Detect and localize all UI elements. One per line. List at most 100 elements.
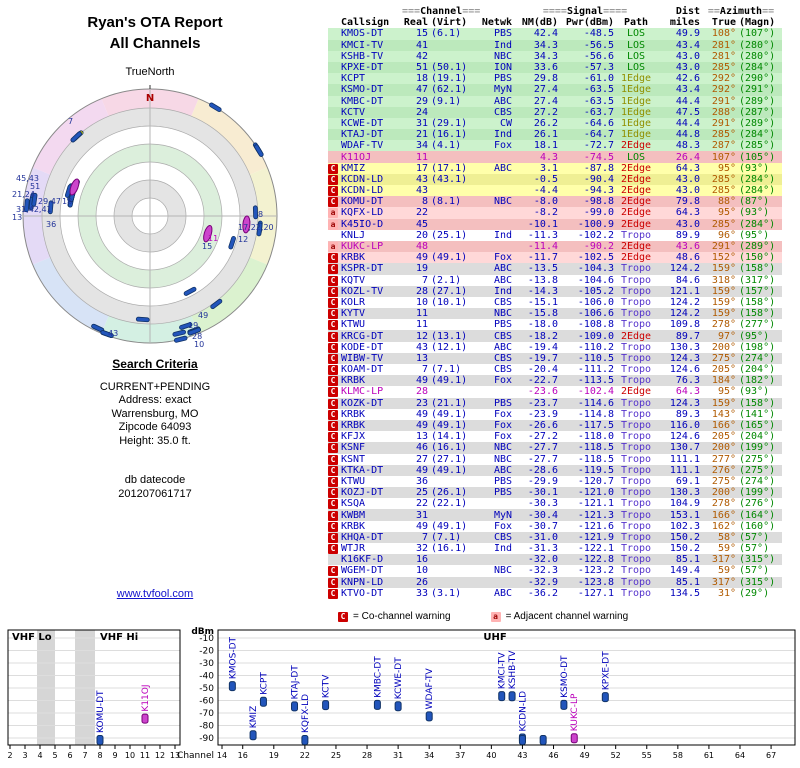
distance-miles: 85.1 xyxy=(675,576,700,588)
station-callsign[interactable]: KSHB-TV xyxy=(341,50,384,62)
station-callsign[interactable]: KSMO-DT xyxy=(341,84,384,96)
station-callsign[interactable]: KODE-DT xyxy=(341,341,384,353)
azimuth-magnetic: (150°) xyxy=(739,252,776,264)
noise-margin: -15.8 xyxy=(527,308,558,320)
noise-margin: -31.3 xyxy=(527,543,558,555)
station-callsign[interactable]: KSPR-DT xyxy=(341,263,384,275)
noise-margin: -29.9 xyxy=(527,475,558,487)
station-callsign[interactable]: KSNT xyxy=(341,453,366,465)
cell-c-warn: C xyxy=(328,577,340,588)
group-header-channel: ===Channel=== xyxy=(402,6,481,18)
table-row: C WGEM-DT 10 NBC -32.3 -123.2 Tropo 149.4 59° (57… xyxy=(328,565,782,577)
table-row: C KOMU-DT 8 (8.1) NBC -8.0 -98.8 2Edge 79.8 88° (8… xyxy=(328,196,782,208)
station-callsign[interactable]: KHQA-DT xyxy=(341,531,384,543)
cell-c-warn: C xyxy=(328,297,340,308)
network: Fox xyxy=(493,375,512,387)
digital-station-marker xyxy=(24,198,30,213)
station-callsign[interactable]: WTJR xyxy=(341,543,366,555)
tvfool-link[interactable]: www.tvfool.com xyxy=(116,588,194,600)
station-callsign[interactable]: KFJX xyxy=(341,431,366,443)
station-callsign[interactable]: KOAM-DT xyxy=(341,364,384,376)
station-callsign[interactable]: KMIZ xyxy=(341,162,366,174)
station-callsign[interactable]: KCTV xyxy=(341,106,366,118)
azimuth-magnetic: (204°) xyxy=(739,364,776,376)
station-callsign[interactable]: KMBC-DT xyxy=(341,95,384,107)
path-type: Tropo xyxy=(620,498,652,510)
network: Ind xyxy=(493,285,512,297)
station-callsign[interactable]: KOLR xyxy=(341,296,366,308)
station-callsign[interactable]: KTAJ-DT xyxy=(341,129,384,141)
co-channel-warning-badge: C xyxy=(328,309,338,320)
station-callsign[interactable]: KNLJ xyxy=(341,229,366,241)
station-callsign[interactable]: KSQA xyxy=(341,498,366,510)
co-channel-warning-badge: C xyxy=(328,488,338,499)
station-callsign[interactable]: WGEM-DT xyxy=(341,565,384,577)
station-callsign[interactable]: KWBM xyxy=(341,509,366,521)
station-callsign[interactable]: KRBK xyxy=(341,252,366,264)
co-channel-warning-badge: C xyxy=(328,353,338,364)
azimuth-magnetic: (199°) xyxy=(739,487,776,499)
station-callsign[interactable]: KMOS-DT xyxy=(341,28,384,40)
noise-margin: -13.8 xyxy=(527,274,558,286)
station-callsign[interactable]: K16KF-D xyxy=(341,554,384,566)
station-callsign[interactable]: KYTV xyxy=(341,308,366,320)
network: Fox xyxy=(493,140,512,152)
azimuth-magnetic: (182°) xyxy=(739,375,776,387)
station-callsign[interactable]: KUKC-LP xyxy=(341,241,384,253)
station-callsign[interactable]: KCPT xyxy=(341,73,366,85)
station-callsign[interactable]: KNPN-LD xyxy=(341,576,384,588)
station-callsign[interactable]: KRBK xyxy=(341,408,366,420)
virtual-channel: (62.1) xyxy=(431,84,468,96)
azimuth-true: 291° xyxy=(711,117,736,129)
noise-margin: 34.3 xyxy=(533,50,558,62)
station-callsign[interactable]: KMCI-TV xyxy=(341,39,384,51)
azimuth-true: 292° xyxy=(711,73,736,85)
station-callsign[interactable]: KCDN-LD xyxy=(341,185,384,197)
x-axis-tick-label: 34 xyxy=(424,751,434,760)
station-callsign[interactable]: KTWU xyxy=(341,319,366,331)
network: ABC xyxy=(493,587,512,599)
distance-miles: 116.0 xyxy=(669,420,700,432)
table-row: K11OJ 11 4.3 -74.5 LOS 26.4 107° (105°) xyxy=(328,151,782,163)
station-callsign[interactable]: KOMU-DT xyxy=(341,196,384,208)
station-callsign[interactable]: K11OJ xyxy=(341,151,372,163)
radar-channel-label: 28 xyxy=(192,332,202,341)
noise-margin: -11.4 xyxy=(527,241,558,253)
station-callsign[interactable]: KSNF xyxy=(341,442,366,454)
signal-power: -64.7 xyxy=(583,129,614,141)
station-callsign[interactable]: KTKA-DT xyxy=(341,464,384,476)
station-callsign[interactable]: KRBK xyxy=(341,375,366,387)
signal-power: -61.0 xyxy=(583,73,614,85)
network: Fox xyxy=(493,408,512,420)
station-callsign[interactable]: KPXE-DT xyxy=(341,62,384,74)
x-axis-tick-label: 64 xyxy=(735,751,745,760)
station-callsign[interactable]: WDAF-TV xyxy=(341,140,384,152)
station-callsign[interactable]: KOZJ-DT xyxy=(341,487,384,499)
station-callsign[interactable]: KCDN-LD xyxy=(341,173,384,185)
virtual-channel: (7.1) xyxy=(431,364,462,376)
station-callsign[interactable]: WIBW-TV xyxy=(341,352,384,364)
cell-c-warn: C xyxy=(328,375,340,387)
x-axis-tick-label: 4 xyxy=(37,751,42,760)
station-callsign[interactable]: KRBK xyxy=(341,420,366,432)
distance-miles: 124.2 xyxy=(669,263,700,275)
station-callsign[interactable]: KLMC-LP xyxy=(341,386,384,398)
station-callsign[interactable]: KTVO-DT xyxy=(341,587,384,599)
real-channel: 49 xyxy=(415,420,428,432)
station-callsign[interactable]: K45IO-D xyxy=(341,218,384,230)
noise-margin: 26.1 xyxy=(533,129,558,141)
station-callsign[interactable]: KRBK xyxy=(341,520,366,532)
real-channel: 49 xyxy=(415,252,428,264)
azimuth-magnetic: (277°) xyxy=(739,319,776,331)
virtual-channel: (43.1) xyxy=(431,173,468,185)
station-callsign[interactable]: KRCG-DT xyxy=(341,330,384,342)
station-callsign[interactable]: KQFX-LD xyxy=(341,207,384,219)
station-callsign[interactable]: KCWE-DT xyxy=(341,117,384,129)
station-callsign[interactable]: KOZL-TV xyxy=(341,285,384,297)
station-callsign[interactable]: KTWU xyxy=(341,475,366,487)
distance-miles: 121.1 xyxy=(669,285,700,297)
station-callsign[interactable]: KQTV xyxy=(341,274,366,286)
network: CBS xyxy=(493,352,512,364)
station-callsign[interactable]: KOZK-DT xyxy=(341,397,384,409)
radar-channel-label: 19 xyxy=(188,321,198,330)
